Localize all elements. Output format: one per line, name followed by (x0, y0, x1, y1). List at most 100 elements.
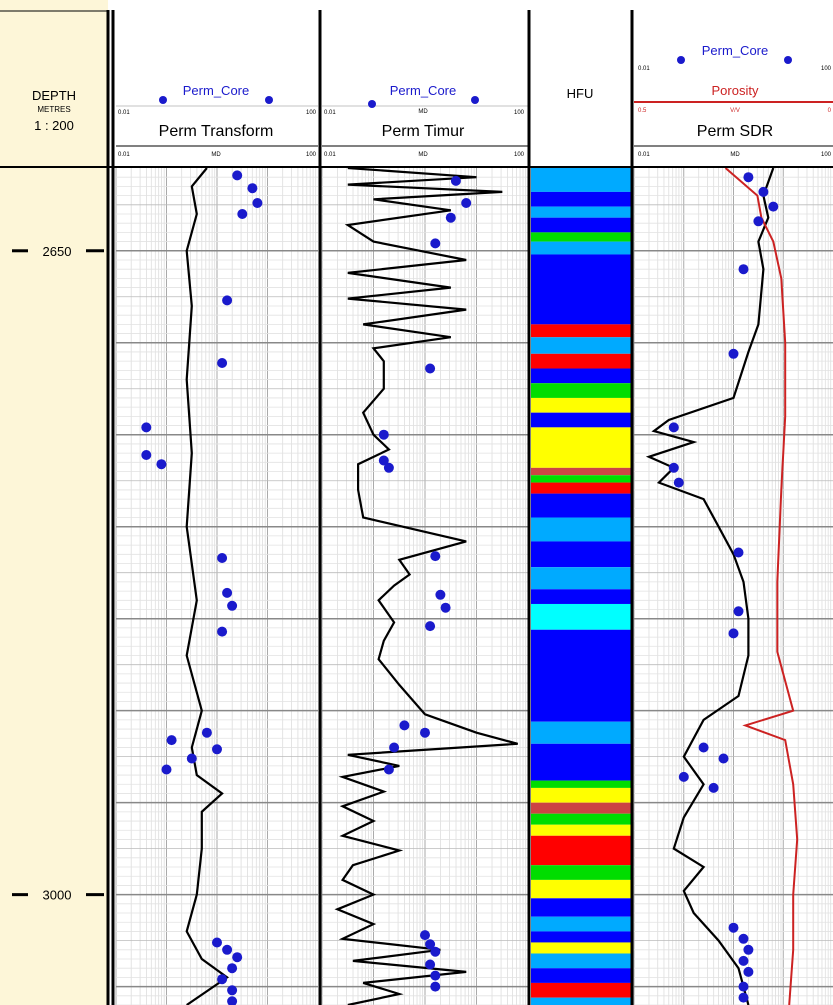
perm-timur-core-point (389, 742, 400, 753)
perm-transform-core-point (227, 996, 238, 1005)
hfu-interval (531, 232, 631, 242)
hfu-interval (531, 324, 631, 338)
perm-sdr-legend-dot-right (784, 56, 792, 64)
perm-sdr-curve (645, 167, 775, 1005)
hfu-interval (531, 942, 631, 954)
perm-sdr-core-point (728, 628, 739, 639)
perm-sdr-core-point (743, 172, 754, 183)
perm-sdr-core-point (678, 771, 689, 782)
depth-track-background (0, 0, 108, 1005)
perm-timur-core-point (445, 212, 456, 223)
hfu-interval (531, 997, 631, 1005)
perm-transform-core-point (222, 587, 233, 598)
perm-transform-core-point (166, 735, 177, 746)
perm-transform-core-point (232, 170, 243, 181)
perm-transform-core-point (247, 183, 258, 194)
perm-timur-scale-unit: MD (418, 152, 428, 158)
hfu-interval (531, 241, 631, 255)
hfu-interval (531, 787, 631, 803)
perm-sdr-core-point (673, 477, 684, 488)
perm-timur-scale-right: 100 (514, 152, 525, 158)
hfu-header: HFU (567, 86, 594, 101)
perm-timur-header: Perm_Core 0.01 100 MD Perm Timur 0.01 MD… (324, 83, 525, 158)
hfu-interval (531, 168, 631, 192)
perm-transform-title: Perm Transform (159, 123, 274, 140)
perm-timur-core-point (383, 764, 394, 775)
porosity-scale-unit: V/V (730, 108, 740, 114)
perm-transform-core-point (212, 744, 222, 755)
perm-timur-core-point (425, 939, 436, 950)
perm-timur-curve (334, 166, 518, 1005)
porosity-label: Porosity (712, 83, 759, 98)
perm-transform-core-legend-left: 0.01 (118, 110, 130, 116)
perm-transform-core-point (222, 295, 233, 306)
hfu-interval (531, 813, 631, 825)
perm-timur-core-point (383, 462, 394, 473)
perm-transform-core-point (217, 553, 228, 563)
hfu-interval (531, 217, 631, 233)
perm-timur-core-point (378, 429, 389, 440)
perm-transform-core-point (252, 198, 263, 208)
perm-transform-core-point (227, 963, 238, 974)
hfu-interval (531, 467, 631, 476)
perm-sdr-core-point (733, 547, 744, 558)
perm-timur-core-point (420, 727, 430, 738)
perm-transform-core-point (222, 944, 233, 955)
perm-transform-core-point (227, 600, 238, 611)
hfu-interval (531, 206, 631, 218)
hfu-interval (531, 780, 631, 788)
perm-sdr-scale-unit: MD (730, 152, 740, 158)
perm-sdr-scale-right: 100 (821, 152, 832, 158)
hfu-interval (531, 191, 631, 207)
perm-transform-scale-left: 0.01 (118, 152, 130, 158)
hfu-interval (531, 982, 631, 998)
perm-transform-core-point (227, 985, 238, 996)
perm-timur-legend-dot-right (471, 96, 479, 104)
perm-timur-core-point (450, 175, 461, 186)
hfu-interval (531, 916, 631, 932)
perm-sdr-core-point (743, 966, 754, 977)
perm-transform-curve (185, 167, 230, 1005)
curve-layer (185, 166, 799, 1005)
perm-transform-core-legend: Perm_Core (183, 83, 249, 98)
hfu-interval (531, 865, 631, 880)
perm-timur-core-point (378, 455, 389, 466)
perm-sdr-core-point (758, 186, 769, 197)
perm-transform-core-point (141, 450, 152, 460)
perm-transform-core-point (156, 459, 167, 470)
hfu-interval (531, 541, 631, 568)
perm-sdr-header: Perm_Core 0.01 100 Porosity 0.5 V/V 0 Pe… (634, 43, 833, 158)
hfu-interval (531, 475, 631, 483)
hfu-interval (531, 427, 631, 468)
perm-sdr-core-point (668, 422, 679, 433)
porosity-scale-left: 0.5 (638, 108, 647, 114)
perm-timur-core-point (430, 970, 441, 981)
perm-sdr-core-legend: Perm_Core (702, 43, 768, 58)
perm-timur-core-point (425, 959, 436, 970)
perm-sdr-core-point (738, 955, 749, 966)
perm-timur-core-point (430, 551, 441, 562)
depth-unit: METRES (37, 105, 70, 114)
hfu-interval (531, 603, 631, 630)
perm-transform-core-point (217, 626, 228, 637)
depth-title: DEPTH (32, 88, 76, 103)
perm-sdr-title: Perm SDR (697, 123, 773, 140)
porosity-scale-right: 0 (828, 108, 832, 114)
perm-timur-core-legend-unit: MD (418, 109, 428, 115)
porosity-curve (724, 167, 799, 1005)
hfu-interval (531, 898, 631, 917)
perm-transform-scale-unit: MD (211, 152, 221, 158)
hfu-interval (531, 567, 631, 590)
perm-timur-core-point (430, 981, 441, 992)
hfu-interval (531, 397, 631, 413)
perm-timur-title: Perm Timur (382, 123, 465, 140)
perm-transform-core-point (201, 727, 212, 738)
perm-sdr-core-point (718, 753, 729, 764)
perm-sdr-core-point (738, 992, 749, 1003)
perm-sdr-core-point (733, 606, 744, 617)
perm-transform-scale-right: 100 (306, 152, 317, 158)
depth-ticks: 2650 3000 (12, 244, 104, 903)
perm-sdr-core-point (738, 933, 749, 944)
hfu-interval (531, 743, 631, 781)
